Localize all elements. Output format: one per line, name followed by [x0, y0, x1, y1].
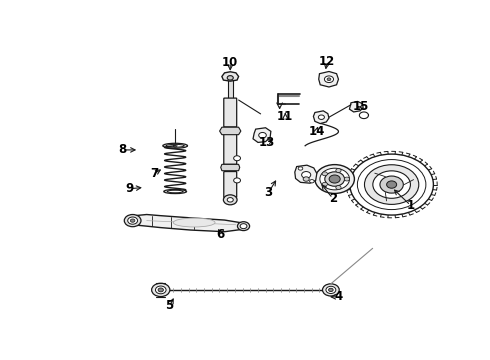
Circle shape [310, 180, 314, 183]
Polygon shape [220, 164, 240, 171]
Circle shape [130, 219, 135, 222]
Circle shape [387, 181, 396, 188]
Text: 11: 11 [277, 110, 294, 123]
FancyBboxPatch shape [224, 133, 237, 164]
Text: 7: 7 [150, 167, 158, 180]
Circle shape [336, 168, 341, 172]
Text: 15: 15 [353, 100, 369, 113]
Circle shape [227, 76, 233, 80]
Ellipse shape [173, 218, 215, 227]
Circle shape [223, 195, 237, 205]
Text: 13: 13 [258, 136, 274, 149]
Text: 9: 9 [125, 182, 134, 195]
Circle shape [373, 171, 411, 198]
Circle shape [336, 186, 341, 189]
Circle shape [322, 183, 327, 186]
Circle shape [329, 175, 340, 183]
Ellipse shape [164, 189, 187, 194]
Circle shape [128, 217, 138, 224]
Circle shape [325, 172, 344, 186]
Polygon shape [253, 128, 271, 143]
Circle shape [365, 165, 419, 204]
Text: 12: 12 [319, 55, 335, 68]
Circle shape [151, 283, 170, 297]
Circle shape [234, 156, 241, 161]
Circle shape [357, 159, 426, 210]
Text: 4: 4 [334, 290, 343, 303]
Circle shape [155, 286, 166, 294]
Ellipse shape [163, 143, 188, 148]
Circle shape [302, 172, 311, 178]
Polygon shape [318, 72, 339, 87]
Circle shape [227, 198, 233, 202]
Circle shape [298, 167, 303, 170]
FancyBboxPatch shape [224, 98, 237, 127]
Circle shape [238, 222, 249, 231]
Text: 3: 3 [264, 186, 272, 199]
Circle shape [173, 144, 177, 147]
Polygon shape [128, 215, 247, 232]
Circle shape [329, 288, 333, 292]
FancyBboxPatch shape [228, 78, 233, 99]
Circle shape [124, 215, 141, 227]
Circle shape [327, 78, 331, 81]
Circle shape [315, 165, 354, 193]
Circle shape [324, 76, 334, 82]
Circle shape [350, 154, 434, 215]
Circle shape [303, 177, 309, 181]
Polygon shape [295, 165, 317, 183]
Text: 8: 8 [118, 143, 126, 157]
Ellipse shape [166, 144, 184, 147]
Text: 1: 1 [407, 199, 415, 212]
Circle shape [380, 176, 403, 193]
FancyBboxPatch shape [224, 172, 237, 198]
Circle shape [344, 177, 349, 181]
Polygon shape [220, 127, 241, 135]
Circle shape [158, 288, 163, 292]
Circle shape [326, 286, 336, 293]
Circle shape [322, 172, 327, 176]
Polygon shape [222, 72, 239, 81]
Circle shape [320, 168, 349, 190]
Text: 2: 2 [329, 192, 337, 205]
Circle shape [318, 115, 324, 120]
Circle shape [322, 284, 339, 296]
Circle shape [240, 224, 247, 229]
Text: 10: 10 [222, 56, 238, 69]
Ellipse shape [167, 190, 183, 193]
Polygon shape [349, 102, 363, 112]
Polygon shape [314, 111, 329, 123]
Text: 6: 6 [217, 228, 225, 241]
Circle shape [259, 132, 267, 138]
Text: 5: 5 [165, 300, 173, 312]
Text: 14: 14 [308, 125, 325, 138]
Circle shape [234, 178, 241, 183]
